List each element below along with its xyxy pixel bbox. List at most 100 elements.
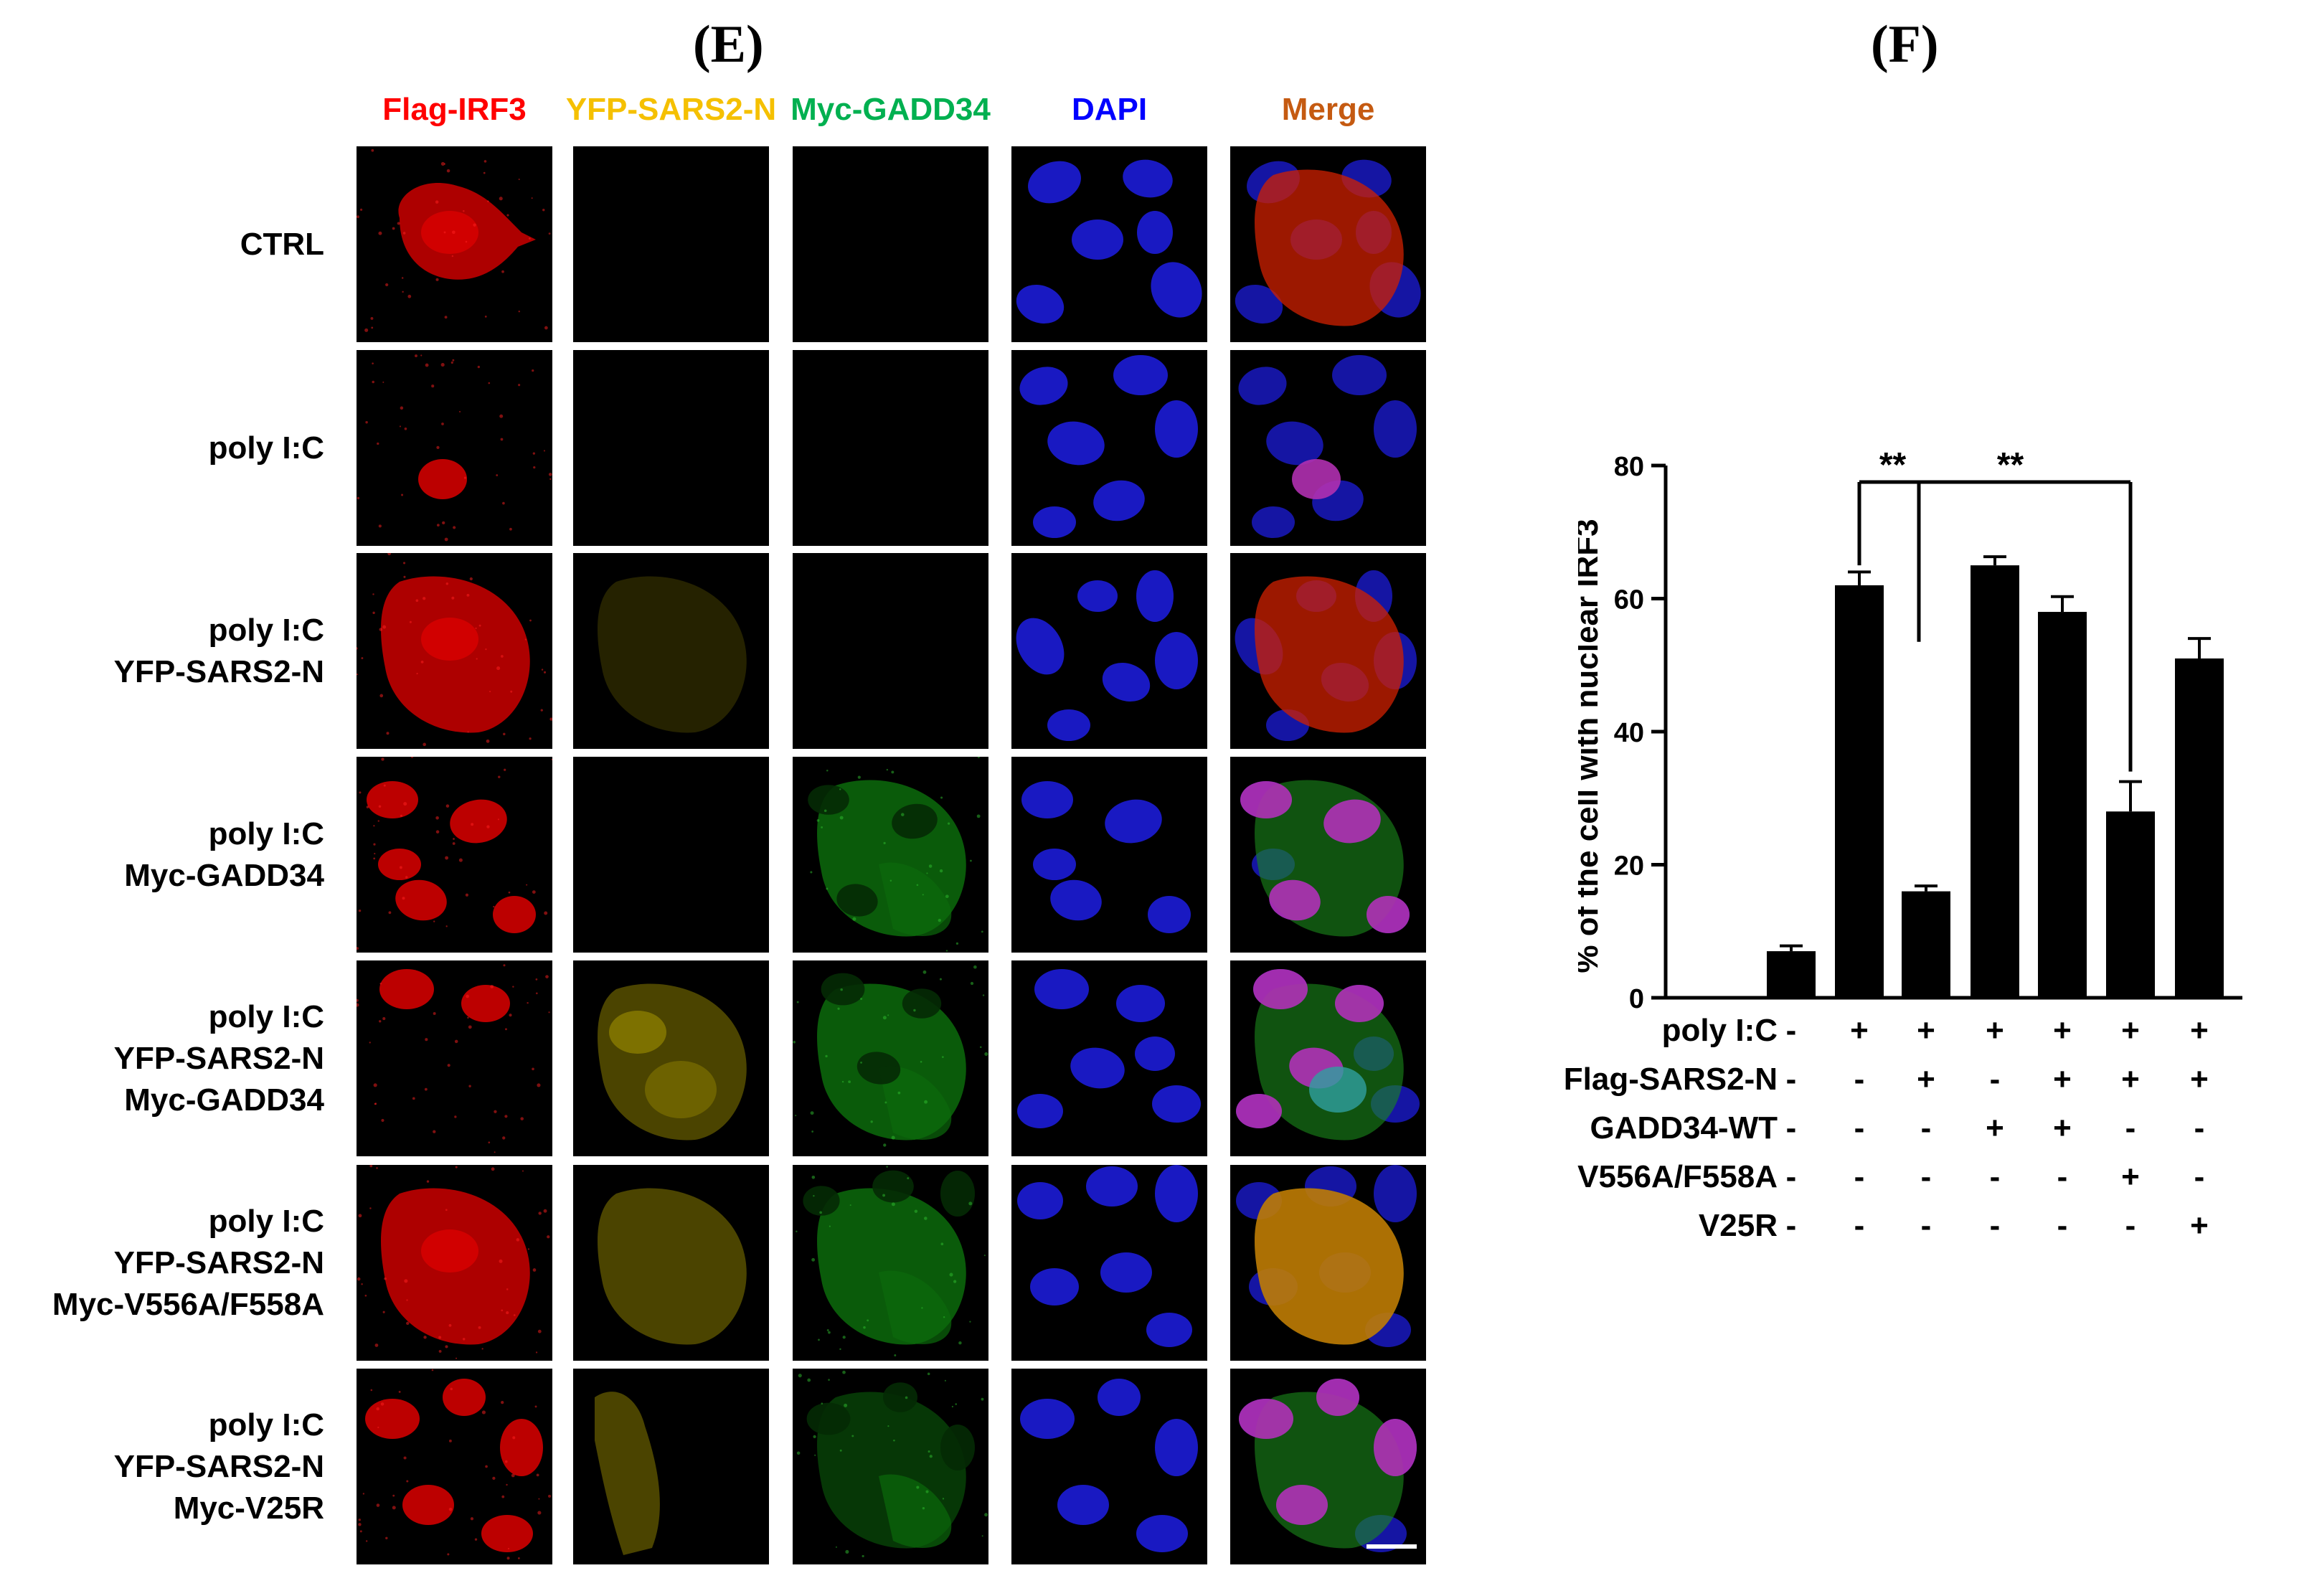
micrograph-tile: [1230, 1165, 1426, 1361]
panel-letter-f: (F): [1871, 15, 1939, 74]
condition-label: poly I:C YFP-SARS2-N: [0, 610, 324, 693]
condition-label-line: Myc-GADD34: [124, 857, 324, 893]
condition-cell: -: [1854, 1062, 1865, 1097]
condition-cell: -: [1989, 1062, 2001, 1097]
channel-header: DAPI: [1071, 92, 1148, 127]
condition-cell: +: [2190, 1208, 2209, 1243]
condition-cell: -: [2194, 1159, 2205, 1194]
micrograph-tile: [573, 146, 769, 342]
micrograph-tile: [793, 146, 988, 342]
condition-cell: +: [2053, 1062, 2072, 1097]
micrograph-tile: [357, 757, 552, 953]
condition-cell: -: [1785, 1013, 1797, 1048]
condition-label: poly I:C YFP-SARS2-N Myc-V556A/F558A: [0, 1201, 324, 1326]
condition-label-line: YFP-SARS2-N: [113, 653, 324, 689]
micrograph-tile: [357, 1165, 552, 1361]
condition-label-line: poly I:C: [208, 998, 324, 1034]
condition-cell: -: [2194, 1110, 2205, 1146]
condition-cell: +: [2121, 1013, 2140, 1048]
panel-letter-e: (E): [693, 15, 764, 74]
condition-cell: +: [2190, 1062, 2209, 1097]
condition-row-label: V25R: [1698, 1208, 1778, 1243]
micrograph-tile: [357, 350, 552, 546]
condition-label: poly I:C: [0, 428, 324, 469]
micrograph-tile: [1011, 553, 1207, 749]
micrograph-tile: [793, 553, 988, 749]
y-axis-label: % of the cell with nuclear IRF3: [1578, 519, 1605, 973]
channel-header: Myc-GADD34: [790, 92, 991, 127]
micrograph-tile: [573, 1369, 769, 1564]
condition-label-line: YFP-SARS2-N: [113, 1040, 324, 1076]
condition-cell: +: [2053, 1110, 2072, 1146]
condition-label-line: YFP-SARS2-N: [113, 1245, 324, 1280]
bar: [1767, 951, 1816, 998]
micrograph-tile: [573, 350, 769, 546]
y-tick-label: 60: [1614, 585, 1644, 615]
micrograph-tile: [793, 1165, 988, 1361]
condition-cell: -: [1920, 1208, 1932, 1243]
condition-row-label: Flag-SARS2-N: [1563, 1062, 1778, 1097]
condition-label-line: Myc-V556A/F558A: [52, 1286, 324, 1322]
micrograph-tile: [357, 146, 552, 342]
micrograph-tile: [1230, 757, 1426, 953]
bar: [1835, 585, 1884, 998]
y-tick-label: 20: [1614, 851, 1644, 882]
micrograph-tile: [1011, 1165, 1207, 1361]
bar: [1971, 565, 2019, 998]
condition-cell: +: [2190, 1013, 2209, 1048]
condition-label-line: CTRL: [240, 226, 324, 262]
condition-cell: -: [1785, 1159, 1797, 1194]
micrograph-tile: [1011, 1369, 1207, 1564]
condition-cell: -: [1854, 1110, 1865, 1146]
micrograph-tile: [573, 553, 769, 749]
condition-label: poly I:C YFP-SARS2-N Myc-GADD34: [0, 996, 324, 1121]
y-tick-label: 80: [1614, 452, 1644, 482]
condition-cell: -: [1785, 1110, 1797, 1146]
condition-cell: +: [2053, 1013, 2072, 1048]
bar: [2106, 811, 2155, 998]
condition-cell: -: [1854, 1159, 1865, 1194]
condition-cell: -: [1920, 1110, 1932, 1146]
bar: [2175, 658, 2224, 998]
micrograph-tile: [573, 960, 769, 1156]
micrograph-tile: [1230, 553, 1426, 749]
condition-cell: +: [2121, 1159, 2140, 1194]
micrograph-tile: [1011, 757, 1207, 953]
micrograph-tile: [793, 1369, 988, 1564]
condition-cell: -: [2057, 1208, 2068, 1243]
micrograph-tile: [1011, 960, 1207, 1156]
scale-bar: [1367, 1544, 1417, 1549]
condition-cell: +: [1850, 1013, 1869, 1048]
condition-label-line: poly I:C: [208, 1203, 324, 1239]
micrograph-tile: [357, 1369, 552, 1564]
condition-cell: +: [1986, 1110, 2004, 1146]
micrograph-tile: [1230, 1369, 1426, 1564]
condition-label-line: Myc-V25R: [173, 1490, 324, 1526]
micrograph-tile: [1011, 350, 1207, 546]
condition-label-line: poly I:C: [208, 1407, 324, 1442]
condition-cell: -: [1920, 1159, 1932, 1194]
significance-label: **: [1997, 446, 2024, 484]
condition-cell: +: [1917, 1013, 1935, 1048]
micrograph-tile: [573, 1165, 769, 1361]
channel-header: Merge: [1281, 92, 1375, 127]
condition-label: poly I:C YFP-SARS2-N Myc-V25R: [0, 1404, 324, 1529]
condition-label-line: Myc-GADD34: [124, 1082, 324, 1118]
condition-label: poly I:C Myc-GADD34: [0, 813, 324, 897]
condition-cell: -: [2125, 1208, 2136, 1243]
condition-row-label: poly I:C: [1661, 1013, 1778, 1048]
condition-label-line: poly I:C: [208, 816, 324, 851]
condition-cell: -: [1785, 1208, 1797, 1243]
micrograph-tile: [357, 960, 552, 1156]
condition-row-label: V556A/F558A: [1577, 1159, 1778, 1194]
micrograph-tile: [357, 553, 552, 749]
bar: [1902, 891, 1950, 998]
micrograph-tile: [793, 960, 988, 1156]
condition-cell: +: [1986, 1013, 2004, 1048]
condition-label-line: YFP-SARS2-N: [113, 1448, 324, 1484]
y-tick-label: 0: [1629, 984, 1644, 1011]
condition-label: CTRL: [0, 224, 324, 265]
micrograph-tile: [573, 757, 769, 953]
y-tick-label: 40: [1614, 718, 1644, 748]
micrograph-tile: [1230, 146, 1426, 342]
